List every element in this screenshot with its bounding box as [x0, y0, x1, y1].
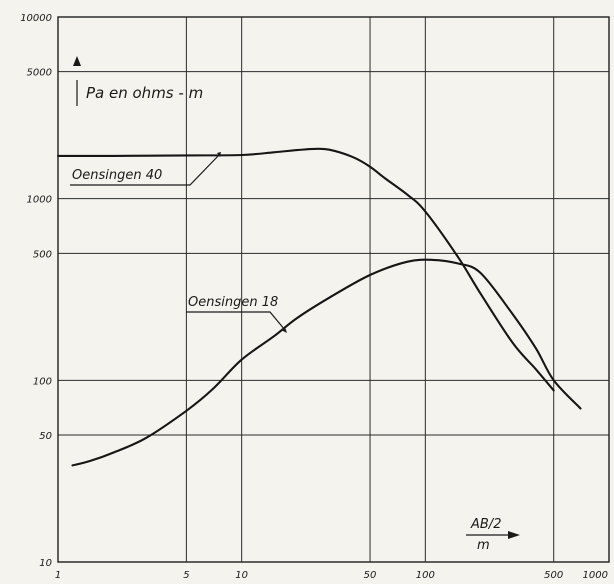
y-tick-label: 10000	[20, 13, 52, 24]
y-tick-label: 50	[39, 431, 52, 442]
series-label-oensingen-40-arrow	[217, 152, 221, 157]
x-axis-label-group: AB/2 m	[466, 517, 520, 553]
x-axis-label: AB/2	[470, 517, 501, 532]
series-label-oensingen-18-arrow	[281, 327, 287, 333]
x-tick-label: 100	[416, 570, 435, 581]
y-tick-label: 100	[33, 376, 52, 387]
y-tick-label: 500	[33, 249, 52, 260]
x-tick-label: 1	[55, 570, 61, 581]
series-label-oensingen-40-leader	[70, 153, 221, 186]
series-line-0	[56, 147, 555, 392]
y-axis-label-group: Pa en ohms - m	[73, 56, 203, 106]
series-label-oensingen-40-group: Oensingen 40	[70, 152, 221, 186]
series-label-oensingen-18: Oensingen 18	[188, 295, 278, 310]
x-axis-unit: m	[477, 538, 490, 553]
x-axis-arrow-head	[508, 531, 520, 539]
y-tick-label: 5000	[27, 68, 52, 79]
series-label-oensingen-40: Oensingen 40	[72, 168, 162, 183]
y-axis-arrow-head	[73, 56, 81, 66]
series-label-oensingen-18-leader	[186, 311, 286, 331]
series-line-1	[71, 258, 582, 467]
x-tick-label: 1000	[583, 570, 608, 581]
tick-labels: 10 50 100 500 1000 5000 10000 1 5 10 50 100 500 1000	[20, 13, 608, 581]
curves	[56, 147, 582, 467]
plot-frame	[57, 16, 610, 563]
x-tick-label: 500	[544, 570, 563, 581]
y-tick-label: 10	[39, 558, 52, 569]
x-tick-label: 5	[183, 570, 189, 581]
y-tick-label: 1000	[27, 195, 52, 206]
x-tick-label: 50	[364, 570, 377, 581]
y-axis-label: Pa en ohms - m	[86, 84, 203, 102]
series-label-oensingen-18-group: Oensingen 18	[186, 295, 287, 333]
x-tick-label: 10	[235, 570, 248, 581]
